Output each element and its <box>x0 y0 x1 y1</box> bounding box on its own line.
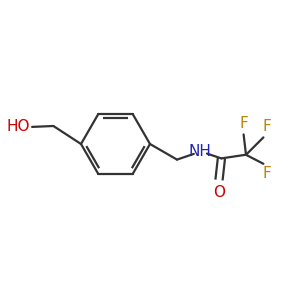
Text: NH: NH <box>189 144 212 159</box>
Text: F: F <box>239 116 248 131</box>
Text: F: F <box>262 119 272 134</box>
Text: HO: HO <box>7 119 30 134</box>
Text: O: O <box>213 185 225 200</box>
Text: F: F <box>262 166 272 181</box>
